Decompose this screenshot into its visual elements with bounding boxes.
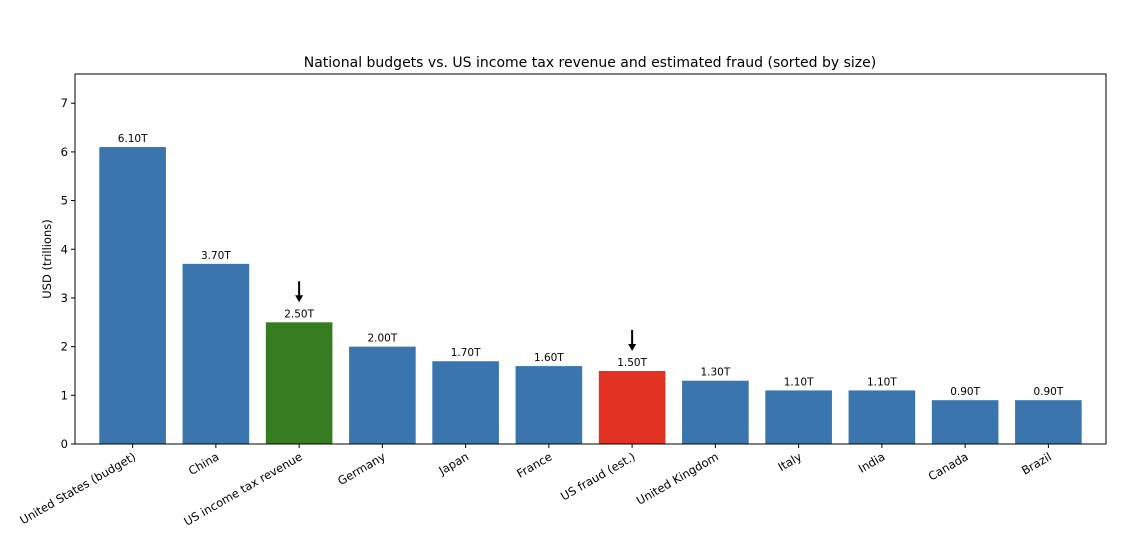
bar-value-label: 2.50T <box>284 308 314 320</box>
y-tick-label: 4 <box>61 242 68 256</box>
bar-value-label: 1.10T <box>784 376 814 388</box>
axes-frame <box>74 73 1107 445</box>
bar <box>349 346 416 444</box>
x-tick-label: India <box>856 449 887 475</box>
bar <box>1015 400 1082 444</box>
annotation-arrow-head <box>628 343 637 351</box>
bar <box>515 366 583 444</box>
x-tick-label: Italy <box>776 449 805 474</box>
bar <box>99 147 166 445</box>
bar-value-label: 0.90T <box>1033 386 1063 398</box>
x-tick-label: Germany <box>335 449 388 488</box>
bar-value-label: 6.10T <box>118 133 148 145</box>
bar-value-label: 0.90T <box>950 386 980 398</box>
bar <box>598 370 666 444</box>
y-tick-label: 3 <box>61 291 68 305</box>
y-tick-label: 0 <box>61 437 68 451</box>
x-tick-label: China <box>186 449 221 478</box>
x-tick-label: United States (budget) <box>17 449 138 527</box>
bar-value-label: 1.10T <box>867 376 897 388</box>
y-tick-label: 5 <box>61 194 68 208</box>
bar <box>931 400 999 444</box>
x-tick-label: Japan <box>435 449 471 478</box>
bar-value-label: 1.70T <box>451 347 481 359</box>
y-tick-label: 2 <box>61 340 68 354</box>
y-tick-label: 6 <box>61 145 68 159</box>
chart-title: National budgets vs. US income tax reven… <box>304 55 876 71</box>
x-tick-label: Brazil <box>1019 449 1054 477</box>
bar <box>848 390 916 444</box>
x-tick-label: US fraud (est.) <box>558 449 637 503</box>
y-tick-label: 7 <box>61 96 68 110</box>
bar-value-label: 1.60T <box>534 352 564 364</box>
bar-value-label: 2.00T <box>367 333 397 345</box>
y-tick-label: 1 <box>61 388 68 402</box>
bar-value-label: 1.50T <box>617 357 647 369</box>
bar-value-label: 3.70T <box>201 250 231 262</box>
x-tick-label: France <box>514 449 554 480</box>
x-tick-label: Canada <box>926 449 971 483</box>
y-axis-label: USD (trillions) <box>40 219 54 299</box>
bar <box>265 322 333 444</box>
bar <box>182 263 250 444</box>
x-tick-label: United Kingdom <box>634 449 721 507</box>
plot-area: 0 1 2 3 4 5 6 7 6.10T United States (budget) 3.70T… <box>17 73 1107 529</box>
bar <box>682 380 749 444</box>
bar <box>432 361 499 444</box>
bar <box>765 390 832 444</box>
annotation-arrow-head <box>295 295 304 303</box>
bar-value-label: 1.30T <box>700 367 730 379</box>
